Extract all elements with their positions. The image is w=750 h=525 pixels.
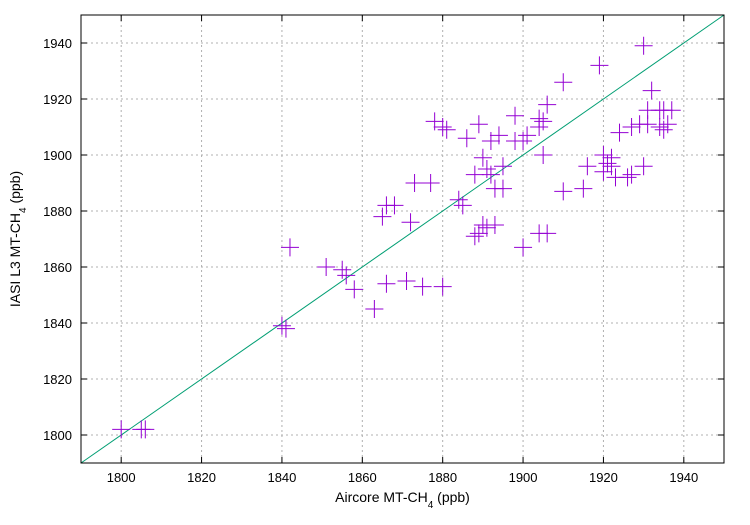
data-point-74 — [642, 81, 661, 100]
y-tick-label-1800: 1800 — [43, 428, 72, 443]
data-point-9 — [345, 280, 364, 299]
y-axis-label-unit: (ppb) — [7, 171, 23, 208]
data-point-15 — [397, 272, 416, 290]
data-point-56 — [574, 179, 593, 198]
data-point-70 — [634, 157, 653, 176]
x-axis-label-main: Aircore MT-CH — [335, 489, 428, 505]
data-point-35 — [481, 132, 500, 150]
x-tick-label-1860: 1860 — [348, 470, 377, 485]
y-tick-label-1840: 1840 — [43, 316, 72, 331]
axis-ticks — [81, 15, 724, 463]
data-point-4 — [276, 319, 295, 338]
data-point-46 — [518, 126, 537, 145]
one-to-one-line — [80, 14, 725, 464]
y-tick-label-1940: 1940 — [43, 36, 72, 51]
tick-labels: 1800 1820 1840 1860 1880 1900 1920 1940 1800 1820… — [43, 36, 698, 485]
data-point-24 — [449, 190, 468, 209]
data-point-65 — [610, 123, 629, 142]
x-tick-label-1920: 1920 — [589, 470, 618, 485]
data-point-66 — [618, 168, 637, 187]
data-point-63 — [602, 157, 621, 176]
data-point-75 — [650, 118, 669, 136]
data-point-2 — [136, 420, 155, 439]
data-point-77 — [654, 120, 673, 139]
data-point-71 — [634, 36, 653, 55]
data-point-58 — [590, 56, 609, 75]
x-axis-label-unit: (ppb) — [433, 489, 470, 505]
data-point-39 — [489, 126, 508, 145]
data-point-14 — [385, 196, 404, 215]
data-points — [112, 36, 681, 439]
data-point-57 — [578, 157, 597, 176]
data-point-22 — [433, 118, 452, 136]
data-point-19 — [421, 174, 440, 192]
data-point-38 — [485, 216, 504, 234]
x-tick-label-1800: 1800 — [107, 470, 136, 485]
data-point-21 — [433, 277, 452, 296]
data-point-54 — [554, 73, 573, 92]
y-axis-label: IASI L3 MT-CH4 (ppb) — [7, 171, 29, 307]
x-axis-label: Aircore MT-CH4 (ppb) — [335, 489, 470, 511]
data-point-44 — [514, 238, 533, 257]
y-tick-label-1880: 1880 — [43, 204, 72, 219]
y-tick-label-1900: 1900 — [43, 148, 72, 163]
x-tick-label-1900: 1900 — [509, 470, 538, 485]
data-point-29 — [469, 224, 488, 243]
reference-line-layer — [80, 14, 725, 464]
data-point-68 — [622, 118, 641, 136]
data-point-45 — [514, 132, 533, 150]
data-point-67 — [622, 165, 641, 184]
data-point-53 — [538, 95, 557, 114]
data-point-6 — [317, 258, 336, 276]
data-point-50 — [534, 112, 553, 131]
x-tick-label-1880: 1880 — [428, 470, 457, 485]
data-point-80 — [662, 101, 681, 120]
plot-frame — [80, 14, 725, 464]
y-axis-label-sub: 4 — [18, 207, 29, 213]
data-point-18 — [413, 277, 432, 296]
y-tick-label-1860: 1860 — [43, 260, 72, 275]
data-point-61 — [598, 154, 617, 173]
data-point-11 — [373, 207, 392, 226]
data-point-52 — [538, 224, 557, 243]
y-tick-label-1920: 1920 — [43, 92, 72, 107]
data-point-10 — [365, 300, 384, 318]
data-point-51 — [534, 146, 553, 164]
y-axis-label-main: IASI L3 MT-CH — [7, 213, 23, 307]
data-point-60 — [594, 162, 613, 181]
x-axis-label-sub: 4 — [428, 500, 434, 511]
data-point-28 — [465, 227, 484, 246]
data-point-48 — [530, 118, 549, 136]
data-point-27 — [465, 165, 484, 184]
grid-lines — [81, 15, 724, 463]
x-tick-label-1840: 1840 — [267, 470, 296, 485]
x-tick-label-1940: 1940 — [669, 470, 698, 485]
data-point-55 — [554, 182, 573, 201]
data-point-26 — [457, 129, 476, 148]
y-tick-label-1820: 1820 — [43, 372, 72, 387]
data-point-36 — [481, 165, 500, 184]
data-point-17 — [405, 174, 424, 192]
data-point-59 — [594, 146, 613, 164]
data-point-20 — [425, 112, 444, 131]
data-point-73 — [638, 115, 657, 134]
data-point-5 — [280, 238, 299, 257]
data-point-23 — [437, 120, 456, 139]
data-point-30 — [469, 115, 488, 134]
data-point-16 — [401, 213, 420, 232]
data-point-25 — [453, 196, 472, 215]
data-point-0 — [112, 420, 131, 439]
data-point-31 — [473, 148, 492, 167]
data-point-8 — [337, 266, 356, 285]
data-point-12 — [377, 274, 396, 293]
x-tick-label-1820: 1820 — [187, 470, 216, 485]
data-point-34 — [477, 218, 496, 237]
data-point-3 — [272, 316, 291, 335]
data-point-43 — [506, 106, 525, 125]
data-point-41 — [493, 179, 512, 198]
data-point-79 — [658, 115, 677, 134]
data-point-40 — [493, 157, 512, 176]
